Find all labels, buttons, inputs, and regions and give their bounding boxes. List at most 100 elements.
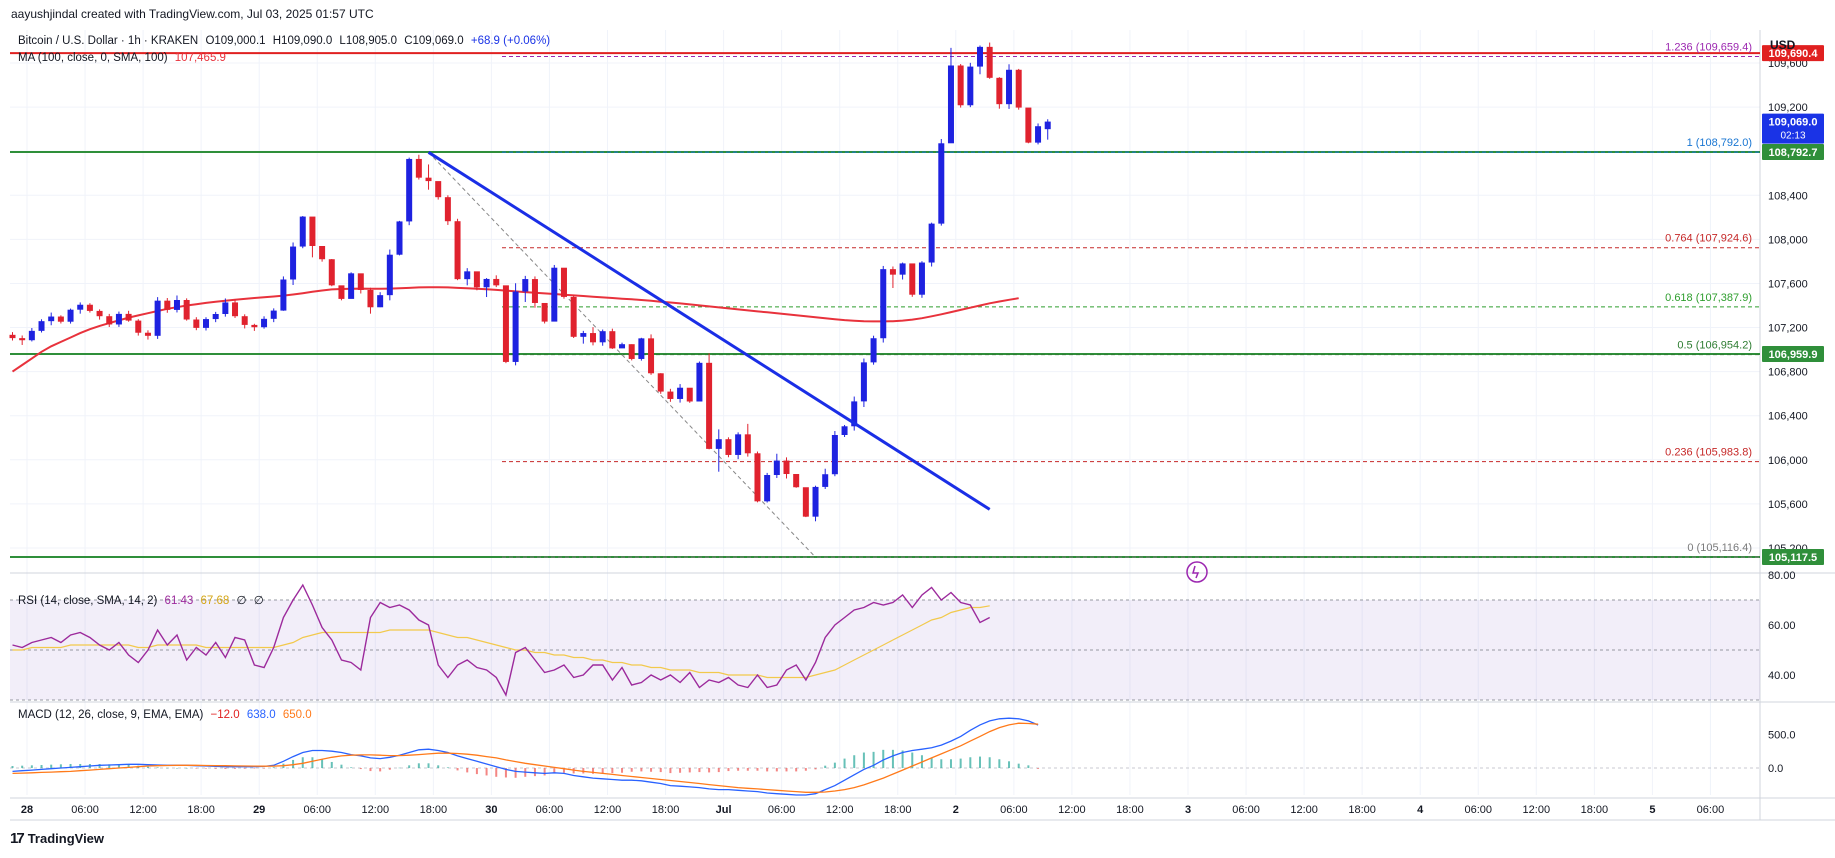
macd-histogram-bar	[475, 768, 478, 775]
candle-body	[512, 291, 519, 362]
macd-histogram-bar	[340, 764, 343, 769]
ma-legend[interactable]: MA (100, close, 0, SMA, 100) 107,465.9	[18, 52, 230, 64]
candle-body	[38, 321, 45, 331]
time-axis-tick: 12:00	[362, 804, 390, 816]
fib-trend-dashed-line	[428, 151, 816, 558]
time-axis-tick: 06:00	[536, 804, 564, 816]
macd-histogram-bar	[804, 768, 807, 771]
macd-histogram-bar	[11, 766, 14, 769]
candle-body	[280, 279, 287, 311]
macd-histogram-bar	[214, 768, 217, 769]
macd-histogram-bar	[1017, 763, 1020, 769]
candle-body	[773, 460, 780, 476]
candle-body	[193, 319, 200, 328]
candle-body	[570, 296, 577, 337]
candle-body	[947, 65, 954, 144]
time-axis-tick: 18:00	[187, 804, 215, 816]
candle-body	[628, 344, 635, 359]
candle-body	[531, 279, 538, 303]
macd-histogram-bar	[69, 763, 72, 769]
candle-body	[677, 387, 684, 399]
macd-histogram-bar	[679, 768, 682, 773]
rsi-title: RSI (14, close, SMA, 14, 2)	[18, 595, 158, 607]
candle-body	[464, 271, 471, 280]
candle-body	[232, 302, 239, 317]
candle-body	[1015, 69, 1022, 108]
price-axis-tick: 105,600	[1768, 499, 1808, 511]
macd-histogram-bar	[166, 767, 169, 769]
candle-body	[348, 273, 355, 299]
replay-icon	[1186, 561, 1208, 583]
candle-body	[667, 391, 674, 399]
macd-histogram-bar	[862, 752, 865, 769]
time-axis-tick: 3	[1185, 804, 1191, 816]
time-axis-tick: 18:00	[652, 804, 680, 816]
rsi-legend[interactable]: RSI (14, close, SMA, 14, 2) 61.43 67.68 …	[18, 593, 264, 607]
time-axis-tick: 06:00	[303, 804, 331, 816]
candle-body	[183, 300, 190, 320]
time-axis-tick: 12:00	[129, 804, 157, 816]
time-axis-tick: 06:00	[768, 804, 796, 816]
macd-histogram-bar	[824, 765, 827, 769]
macd-histogram-bar	[127, 765, 130, 769]
price-badge-bg	[1762, 549, 1824, 566]
time-axis-tick: 18:00	[1348, 804, 1376, 816]
currency-label[interactable]: USD	[1770, 38, 1796, 52]
high-value: H109,090.0	[272, 35, 333, 47]
macd-histogram-bar	[833, 762, 836, 769]
tradingview-logo[interactable]: 17 TradingView	[10, 830, 104, 847]
candle-body	[261, 318, 268, 328]
macd-histogram-bar	[504, 768, 507, 778]
macd-histogram-bar	[611, 768, 614, 774]
candle-body	[502, 285, 509, 362]
price-badge-label: 105,117.5	[1769, 552, 1817, 564]
macd-histogram-bar	[659, 768, 662, 773]
candle-body	[977, 46, 983, 67]
candle-body	[909, 263, 916, 295]
candle-body	[957, 65, 964, 106]
time-axis-tick: 2	[953, 804, 959, 816]
candle-body	[841, 426, 848, 435]
candle-body	[67, 309, 74, 322]
candle-body	[522, 279, 529, 292]
price-badge-label: 106,959.9	[1769, 349, 1818, 361]
candle-body	[938, 143, 945, 224]
candle-body	[560, 267, 567, 297]
macd-histogram-bar	[330, 761, 333, 769]
candle-body	[222, 302, 229, 314]
time-axis-tick: 06:00	[1000, 804, 1028, 816]
trendline	[427, 151, 991, 511]
candle-body	[764, 475, 771, 502]
macd-histogram-bar	[795, 768, 798, 772]
macd-histogram-bar	[50, 764, 53, 769]
candle-body	[212, 313, 219, 320]
macd-histogram-bar	[592, 768, 594, 774]
macd-histogram-bar	[98, 763, 101, 769]
macd-histogram-bar	[185, 768, 188, 769]
time-axis-tick: 18:00	[884, 804, 912, 816]
macd-histogram-bar	[1027, 765, 1030, 769]
candle-body	[831, 435, 838, 475]
time-axis-tick: 30	[485, 804, 497, 816]
macd-histogram-bar	[891, 749, 894, 769]
macd-histogram-bar	[853, 755, 856, 769]
candle-body	[928, 223, 935, 263]
macd-histogram-bar	[427, 763, 430, 769]
macd-histogram-bar	[369, 768, 372, 772]
macd-histogram-bar	[814, 768, 817, 770]
candle-body	[1025, 107, 1032, 143]
macd-signal-value: 650.0	[282, 709, 312, 721]
candle-body	[154, 300, 161, 336]
macd-histogram-bar	[630, 768, 633, 772]
symbol-title[interactable]: Bitcoin / U.S. Dollar · 1h · KRAKEN	[18, 35, 199, 47]
macd-histogram-bar	[146, 766, 149, 769]
candle-body	[725, 439, 732, 455]
macd-histogram-bar	[388, 768, 391, 770]
candle-body	[77, 304, 84, 310]
macd-legend[interactable]: MACD (12, 26, close, 9, EMA, EMA) −12.0 …	[18, 709, 312, 721]
time-axis-tick: 29	[253, 804, 265, 816]
candle-body	[783, 460, 790, 475]
candle-body	[648, 338, 655, 374]
fib-level-label: 1.236 (109,659.4)	[1665, 42, 1752, 54]
macd-histogram-bar	[292, 759, 295, 769]
